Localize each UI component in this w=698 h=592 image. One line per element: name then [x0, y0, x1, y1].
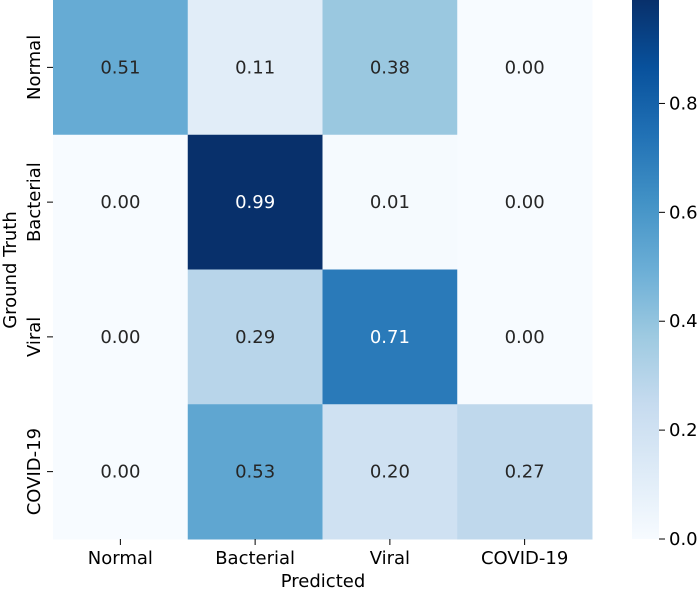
cell-value-label: 0.20 [370, 462, 410, 483]
x-tick-labels: Normal Bacterial Viral COVID-19 [88, 539, 568, 569]
heatmap-cell [187, 404, 323, 540]
cell-value-label: 0.00 [100, 462, 140, 483]
cell-value-label: 0.00 [100, 192, 140, 213]
y-axis-label: Ground Truth [0, 211, 21, 329]
heatmap-cell [53, 404, 189, 540]
y-tick-label: Normal [24, 35, 45, 100]
heatmap-cell [457, 269, 593, 405]
heatmap-cell [457, 404, 593, 540]
cell-value-label: 0.51 [100, 57, 140, 78]
y-tick-label: Bacterial [24, 162, 45, 242]
cell-value-label: 0.29 [235, 327, 275, 348]
y-tick-label: COVID-19 [24, 428, 45, 515]
heatmap-cell [187, 0, 323, 136]
cell-value-label: 0.99 [235, 192, 275, 213]
x-tick-label: COVID-19 [481, 548, 568, 569]
cell-value-label: 0.11 [235, 57, 275, 78]
x-tick-label: Bacterial [215, 548, 295, 569]
heatmap-cell [322, 134, 458, 270]
cell-value-label: 0.71 [370, 327, 410, 348]
colorbar [632, 0, 659, 539]
heatmap-cell [53, 0, 189, 136]
colorbar-tick-label: 0.8 [669, 93, 698, 114]
colorbar-ticks: 0.0 0.2 0.4 0.6 0.8 [659, 93, 698, 550]
cell-value-label: 0.01 [370, 192, 410, 213]
heatmap-cell [187, 269, 323, 405]
heatmap-cell [187, 134, 323, 270]
cell-value-label: 0.00 [100, 327, 140, 348]
cell-value-label: 0.27 [505, 462, 545, 483]
heatmap-cell [457, 0, 593, 136]
y-tick-labels: Normal Bacterial Viral COVID-19 [24, 35, 53, 515]
colorbar-tick-label: 0.6 [669, 202, 698, 223]
y-tick-label: Viral [24, 317, 45, 357]
colorbar-tick-label: 0.4 [669, 311, 698, 332]
cell-value-label: 0.00 [505, 57, 545, 78]
x-tick-label: Normal [88, 548, 153, 569]
heatmap-cells [53, 0, 593, 540]
colorbar-tick-label: 0.0 [669, 529, 698, 550]
cell-value-label: 0.53 [235, 462, 275, 483]
cell-value-label: 0.00 [505, 327, 545, 348]
cell-annotations: 0.51 0.11 0.38 0.00 0.00 0.99 0.01 0.00 0.00 0.29… [100, 57, 544, 482]
cell-value-label: 0.00 [505, 192, 545, 213]
x-tick-label: Viral [370, 548, 410, 569]
colorbar-tick-label: 0.2 [669, 420, 698, 441]
heatmap-cell [53, 134, 189, 270]
cell-value-label: 0.38 [370, 57, 410, 78]
heatmap-cell [322, 269, 458, 405]
heatmap-cell [457, 134, 593, 270]
heatmap-cell [322, 0, 458, 136]
heatmap-cell [53, 269, 189, 405]
x-axis-label: Predicted [281, 571, 366, 592]
heatmap-cell [322, 404, 458, 540]
